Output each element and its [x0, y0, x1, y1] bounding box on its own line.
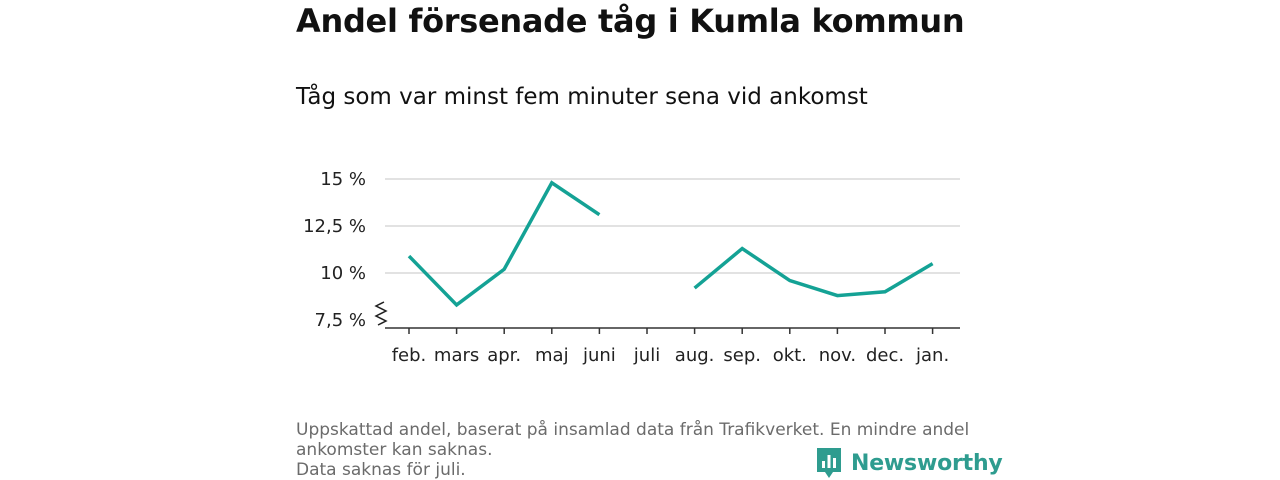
footer-note-1: Uppskattad andel, baserat på insamlad da…	[296, 420, 970, 440]
x-tick-label: aug.	[675, 345, 715, 366]
x-tick-label: nov.	[819, 345, 856, 366]
x-tick-label: mars	[434, 345, 479, 366]
x-tick-label: juni	[582, 345, 616, 366]
x-tick-label: okt.	[773, 345, 807, 366]
x-tick-label: feb.	[392, 345, 427, 366]
series-line	[407, 180, 601, 308]
x-tick-label: sep.	[723, 345, 761, 366]
newsworthy-logo: Newsworthy	[815, 446, 1003, 480]
bar-chart-speech-icon	[817, 448, 841, 478]
y-tick-label: 10 %	[320, 263, 366, 284]
y-tick-label: 7,5 %	[315, 310, 366, 331]
chart-title: Andel försenade tåg i Kumla kommun	[296, 2, 965, 40]
footer-note-2: ankomster kan saknas.	[296, 440, 493, 460]
y-tick-label: 15 %	[320, 169, 366, 190]
line-chart: 7,5 % 10 % 12,5 % 15 % feb. mars apr. maj juni ju…	[303, 169, 960, 366]
x-tick-label: maj	[535, 345, 569, 366]
x-tick-label: jan.	[915, 345, 949, 366]
series-line	[693, 246, 934, 298]
y-tick-label: 12,5 %	[303, 216, 366, 237]
chart-subtitle: Tåg som var minst fem minuter sena vid a…	[296, 84, 868, 110]
axis-break-icon	[374, 301, 388, 326]
x-tick-label: apr.	[487, 345, 521, 366]
brand-name: Newsworthy	[851, 450, 1003, 476]
x-tick-label: dec.	[866, 345, 904, 366]
chart-footer: Uppskattad andel, baserat på insamlad da…	[296, 420, 986, 480]
x-tick-label: juli	[633, 345, 660, 366]
footer-note-3: Data saknas för juli.	[296, 460, 466, 480]
